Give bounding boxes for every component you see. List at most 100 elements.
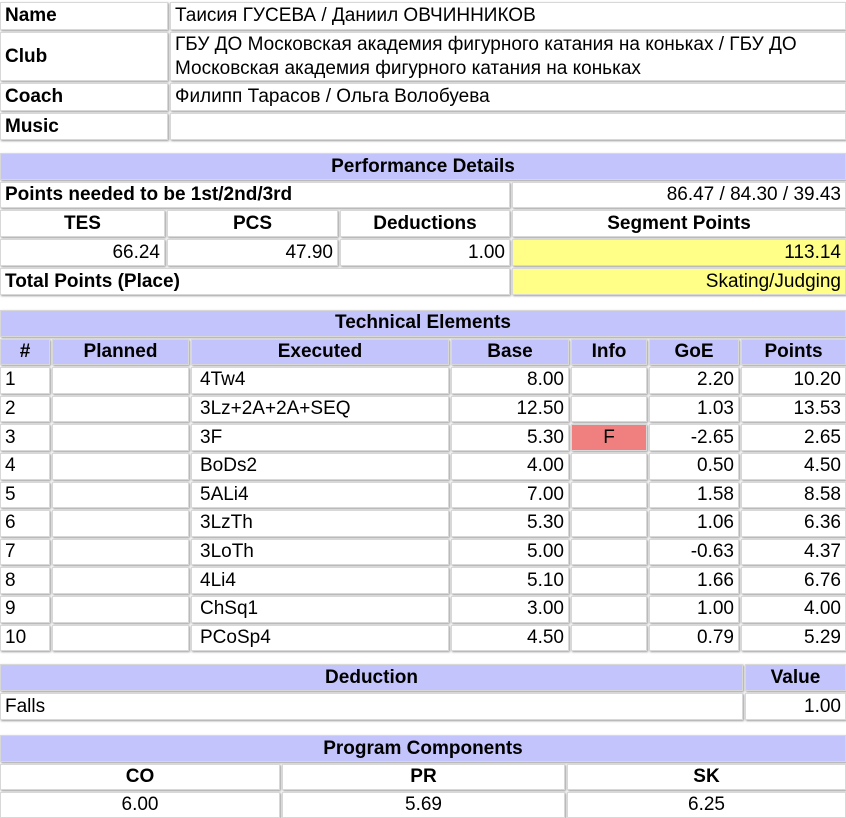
- element-info: [571, 481, 647, 509]
- segment-points-label: Segment Points: [512, 210, 846, 237]
- segment-points-value: 113.14: [512, 239, 846, 266]
- element-planned: [52, 452, 189, 480]
- header-number: #: [0, 338, 50, 366]
- header-info: Info: [571, 338, 647, 366]
- element-goe: 0.79: [649, 624, 739, 652]
- header-base: Base: [451, 338, 569, 366]
- element-goe: 0.50: [649, 452, 739, 480]
- coach-label: Coach: [0, 83, 168, 111]
- total-points-value: Skating/Judging: [512, 268, 846, 295]
- element-number: 5: [0, 481, 50, 509]
- deduction-table: Deduction Value Falls 1.00: [0, 664, 846, 720]
- element-planned: [52, 624, 189, 652]
- element-info: [571, 452, 647, 480]
- element-goe: 1.58: [649, 481, 739, 509]
- element-executed: 4Tw4: [191, 367, 449, 394]
- club-label: Club: [0, 32, 168, 81]
- pcs-label: PCS: [167, 210, 338, 237]
- deduction-name: Falls: [0, 693, 743, 720]
- header-executed: Executed: [191, 338, 449, 366]
- component-co-value: 6.00: [0, 792, 280, 818]
- element-executed: 5ALi4: [191, 481, 449, 509]
- coach-value: Филипп Тарасов / Ольга Волобуева: [170, 83, 846, 111]
- name-label: Name: [0, 2, 168, 30]
- element-base: 4.50: [451, 624, 569, 652]
- element-number: 10: [0, 624, 50, 652]
- element-info: [571, 395, 647, 423]
- total-points-label: Total Points (Place): [0, 268, 510, 295]
- deductions-value: 1.00: [340, 239, 510, 266]
- element-points: 5.29: [741, 624, 846, 652]
- element-base: 5.00: [451, 538, 569, 566]
- element-number: 9: [0, 595, 50, 623]
- tes-label: TES: [0, 210, 165, 237]
- element-number: 6: [0, 510, 50, 537]
- header-goe: GoE: [649, 338, 739, 366]
- element-info: [571, 624, 647, 652]
- pcs-value: 47.90: [167, 239, 338, 266]
- element-number: 3: [0, 424, 50, 451]
- element-info: [571, 567, 647, 594]
- components-title: Program Components: [0, 735, 846, 762]
- element-executed: 3LoTh: [191, 538, 449, 566]
- club-value: ГБУ ДО Московская академия фигурного кат…: [170, 32, 846, 81]
- element-info: [571, 510, 647, 537]
- music-label: Music: [0, 113, 168, 140]
- technical-elements-table: Technical Elements # Planned Executed Base I…: [0, 310, 846, 652]
- points-needed-label: Points needed to be 1st/2nd/3rd: [0, 182, 510, 208]
- element-executed: ChSq1: [191, 595, 449, 623]
- technical-title: Technical Elements: [0, 310, 846, 337]
- element-executed: BoDs2: [191, 452, 449, 480]
- element-goe: 2.20: [649, 367, 739, 394]
- element-number: 8: [0, 567, 50, 594]
- element-goe: 1.06: [649, 510, 739, 537]
- skater-info-table: Name Таисия ГУСЕВА / Даниил ОВЧИННИКОВ C…: [0, 2, 846, 140]
- performance-title: Performance Details: [0, 153, 846, 180]
- element-planned: [52, 395, 189, 423]
- music-value: [170, 113, 846, 140]
- element-base: 12.50: [451, 395, 569, 423]
- points-needed-value: 86.47 / 84.30 / 39.43: [512, 182, 846, 208]
- element-base: 4.00: [451, 452, 569, 480]
- element-planned: [52, 510, 189, 537]
- component-co-header: CO: [0, 764, 280, 790]
- performance-details-table: Performance Details Points needed to be …: [0, 153, 846, 295]
- element-base: 8.00: [451, 367, 569, 394]
- element-planned: [52, 538, 189, 566]
- element-executed: PCoSp4: [191, 624, 449, 652]
- element-points: 8.58: [741, 481, 846, 509]
- component-pr-header: PR: [282, 764, 565, 790]
- element-goe: 1.03: [649, 395, 739, 423]
- element-points: 10.20: [741, 367, 846, 394]
- name-value: Таисия ГУСЕВА / Даниил ОВЧИННИКОВ: [170, 2, 846, 30]
- element-goe: -0.63: [649, 538, 739, 566]
- element-info: [571, 367, 647, 394]
- element-planned: [52, 481, 189, 509]
- element-points: 4.00: [741, 595, 846, 623]
- element-base: 5.30: [451, 424, 569, 451]
- element-executed: 3F: [191, 424, 449, 451]
- element-points: 6.76: [741, 567, 846, 594]
- element-base: 3.00: [451, 595, 569, 623]
- element-base: 7.00: [451, 481, 569, 509]
- element-number: 7: [0, 538, 50, 566]
- element-executed: 3Lz+2A+2A+SEQ: [191, 395, 449, 423]
- element-goe: -2.65: [649, 424, 739, 451]
- component-sk-value: 6.25: [567, 792, 846, 818]
- element-planned: [52, 367, 189, 394]
- element-info: F: [571, 424, 647, 451]
- element-points: 4.50: [741, 452, 846, 480]
- element-points: 6.36: [741, 510, 846, 537]
- tes-value: 66.24: [0, 239, 165, 266]
- element-number: 1: [0, 367, 50, 394]
- element-executed: 4Li4: [191, 567, 449, 594]
- element-goe: 1.00: [649, 595, 739, 623]
- component-sk-header: SK: [567, 764, 846, 790]
- element-planned: [52, 567, 189, 594]
- element-executed: 3LzTh: [191, 510, 449, 537]
- program-components-table: Program Components CO PR SK 6.00 5.69 6.…: [0, 735, 846, 818]
- element-number: 4: [0, 452, 50, 480]
- element-points: 4.37: [741, 538, 846, 566]
- element-points: 2.65: [741, 424, 846, 451]
- deduction-value: 1.00: [745, 693, 846, 720]
